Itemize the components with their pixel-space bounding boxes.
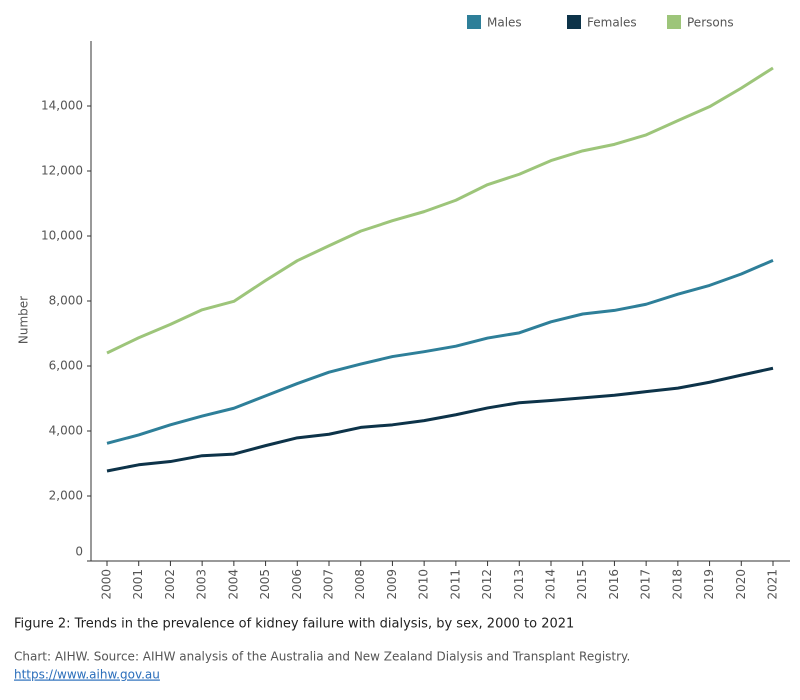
y-tick-label: 6,000 [49,359,83,373]
series-line [106,66,774,355]
x-tick-label: 2007 [322,569,336,600]
y-tick-label: 10,000 [41,229,83,243]
x-tick-label: 2019 [702,569,716,600]
x-tick-label: 2015 [575,569,589,600]
x-tick-label: 2014 [544,569,558,600]
x-tick-label: 2020 [734,569,748,600]
x-tick-label: 2021 [766,569,780,600]
y-tick-label: 4,000 [49,424,83,438]
x-tick-label: 2018 [670,569,684,600]
y-axis-label: Number [17,296,31,344]
legend-swatch [567,15,581,29]
x-tick-label: 2003 [195,569,209,600]
x-tick-label: 2001 [131,569,145,600]
y-tick-label: 12,000 [41,164,83,178]
caption: Figure 2: Trends in the prevalence of ki… [14,617,574,632]
y-tick-label: 0 [75,545,83,559]
link[interactable]: https://www.aihw.gov.au [14,668,160,682]
y-tick-label: 2,000 [49,489,83,503]
x-tick-label: 2005 [258,569,272,600]
legend-label: Females [587,16,637,30]
x-tick-label: 2008 [353,569,367,600]
x-tick-label: 2013 [512,569,526,600]
legend-swatch [667,15,681,29]
series-line [106,366,774,473]
source: Chart: AIHW. Source: AIHW analysis of th… [14,650,630,664]
x-tick-label: 2006 [290,569,304,600]
x-tick-label: 2017 [639,569,653,600]
legend-label: Males [487,16,522,30]
y-tick-label: 14,000 [41,99,83,113]
y-tick-label: 8,000 [49,294,83,308]
x-tick-label: 2004 [226,569,240,600]
x-tick-label: 2009 [385,569,399,600]
x-tick-label: 2016 [607,569,621,600]
legend-label: Persons [687,16,734,30]
x-tick-label: 2010 [417,569,431,600]
x-tick-label: 2011 [448,569,462,600]
x-tick-label: 2012 [480,569,494,600]
series-line [106,258,774,445]
x-tick-label: 2002 [163,569,177,600]
legend-swatch [467,15,481,29]
x-tick-label: 2000 [100,569,114,600]
